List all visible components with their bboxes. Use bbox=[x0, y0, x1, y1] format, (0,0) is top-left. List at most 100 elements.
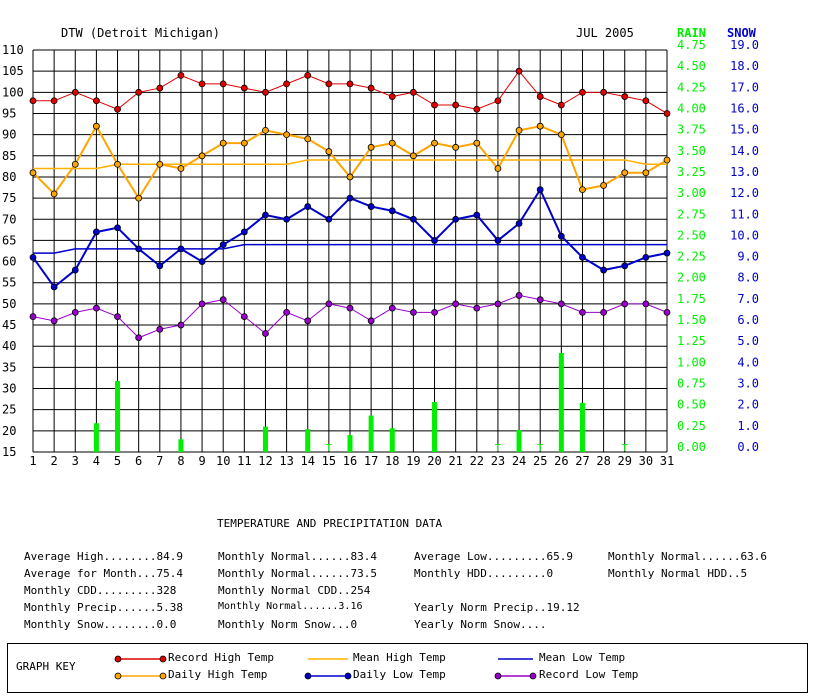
data-point bbox=[600, 182, 607, 189]
x-tick-label: 15 bbox=[322, 454, 336, 468]
data-point bbox=[93, 304, 100, 312]
y-tick-label: 30 bbox=[2, 382, 16, 396]
snow-axis-title: SNOW bbox=[727, 26, 757, 40]
data-point bbox=[346, 304, 354, 312]
y-tick-label: 80 bbox=[2, 170, 16, 184]
data-point bbox=[621, 262, 629, 270]
data-point bbox=[431, 139, 438, 147]
data-point bbox=[600, 88, 607, 96]
data-point bbox=[409, 152, 417, 160]
snow-tick-label: 8.0 bbox=[737, 271, 759, 285]
precip-bar bbox=[432, 402, 438, 452]
x-tick-label: 27 bbox=[575, 454, 589, 468]
data-point bbox=[50, 317, 58, 325]
y-tick-label: 90 bbox=[2, 128, 16, 142]
key-swatch-marker bbox=[159, 655, 167, 663]
data-point bbox=[71, 266, 79, 274]
x-tick-label: 3 bbox=[72, 454, 79, 468]
data-point bbox=[156, 325, 164, 333]
data-point bbox=[557, 232, 565, 240]
key-swatch-marker bbox=[494, 672, 502, 680]
x-tick-label: 28 bbox=[596, 454, 610, 468]
precip-bar bbox=[178, 439, 184, 452]
data-point bbox=[114, 105, 121, 113]
data-point bbox=[367, 143, 375, 151]
data-point bbox=[642, 253, 650, 261]
graph-key-swatches bbox=[114, 655, 537, 680]
data-point bbox=[473, 139, 481, 147]
snow-tick-label: 14.0 bbox=[730, 144, 759, 158]
rain-tick-label: 3.25 bbox=[677, 165, 706, 179]
y-tick-label: 50 bbox=[2, 297, 16, 311]
data-point bbox=[304, 135, 312, 143]
y-tick-label: 75 bbox=[2, 191, 16, 205]
snow-tick-label: 10.0 bbox=[730, 228, 759, 242]
stat-cell: Monthly HDD.........0 bbox=[414, 567, 554, 580]
data-point bbox=[198, 258, 206, 265]
data-point bbox=[114, 313, 121, 320]
data-point bbox=[600, 308, 607, 316]
key-label: Record High Temp bbox=[168, 651, 274, 664]
data-point bbox=[579, 88, 586, 96]
key-label: Mean Low Temp bbox=[539, 651, 626, 664]
data-point bbox=[621, 300, 629, 308]
y-tick-label: 55 bbox=[2, 276, 16, 290]
data-point bbox=[494, 165, 502, 172]
y-tick-label: 110 bbox=[2, 43, 24, 57]
snow-tick-label: 7.0 bbox=[737, 292, 759, 306]
data-point bbox=[262, 211, 269, 219]
data-point bbox=[240, 228, 248, 236]
x-tick-label: 6 bbox=[135, 454, 142, 468]
data-point bbox=[536, 296, 544, 304]
snow-tick-label: 3.0 bbox=[737, 377, 759, 391]
data-point bbox=[367, 317, 375, 325]
y-tick-label: 60 bbox=[2, 255, 16, 269]
rain-tick-label: 3.00 bbox=[677, 186, 706, 200]
stat-cell: Monthly Normal CDD..254 bbox=[218, 584, 371, 597]
x-tick-label: 24 bbox=[512, 454, 526, 468]
x-tick-label: 9 bbox=[198, 454, 205, 468]
data-point bbox=[198, 80, 206, 88]
data-point bbox=[135, 88, 143, 96]
key-swatch-marker bbox=[159, 672, 167, 680]
data-point bbox=[642, 300, 650, 308]
data-point bbox=[346, 80, 354, 88]
data-point bbox=[579, 253, 586, 261]
snow-tick-label: 13.0 bbox=[730, 165, 759, 179]
rain-tick-label: 2.25 bbox=[677, 250, 706, 264]
snow-tick-label: 17.0 bbox=[730, 80, 759, 94]
data-point bbox=[198, 300, 206, 308]
data-point bbox=[283, 131, 291, 139]
x-tick-label: 19 bbox=[406, 454, 420, 468]
data-point bbox=[536, 122, 544, 130]
data-point bbox=[71, 88, 79, 96]
rain-tick-label: 1.25 bbox=[677, 334, 706, 348]
data-point bbox=[494, 97, 502, 105]
data-point bbox=[367, 203, 375, 210]
stat-cell: Monthly Normal HDD..5 bbox=[608, 567, 748, 580]
data-point bbox=[515, 220, 523, 227]
snow-tick-label: 1.0 bbox=[737, 419, 759, 433]
data-point bbox=[346, 173, 354, 181]
data-point bbox=[93, 228, 100, 236]
y-tick-label: 65 bbox=[2, 233, 16, 247]
data-point bbox=[219, 296, 227, 304]
data-point bbox=[325, 80, 333, 88]
key-swatch-marker bbox=[114, 655, 122, 663]
data-point bbox=[114, 160, 121, 168]
stats-title: TEMPERATURE AND PRECIPITATION DATA bbox=[217, 517, 443, 530]
data-point bbox=[219, 241, 227, 249]
snow-tick-label: 2.0 bbox=[737, 398, 759, 412]
precip-trace-label: T bbox=[495, 443, 501, 454]
precip-bar bbox=[93, 423, 99, 452]
data-point bbox=[29, 253, 37, 261]
temperature-chart: DTW (Detroit Michigan) JUL 2005 RAIN SNO… bbox=[2, 26, 759, 468]
rain-tick-label: 4.00 bbox=[677, 101, 706, 115]
y-tick-label: 40 bbox=[2, 339, 16, 353]
chart-axes: 1101051009590858075706560555045403530252… bbox=[2, 38, 759, 468]
x-tick-label: 20 bbox=[427, 454, 441, 468]
key-label: Record Low Temp bbox=[539, 668, 639, 681]
data-point bbox=[156, 160, 164, 168]
stat-cell: Monthly Normal......3.16 bbox=[218, 601, 363, 612]
